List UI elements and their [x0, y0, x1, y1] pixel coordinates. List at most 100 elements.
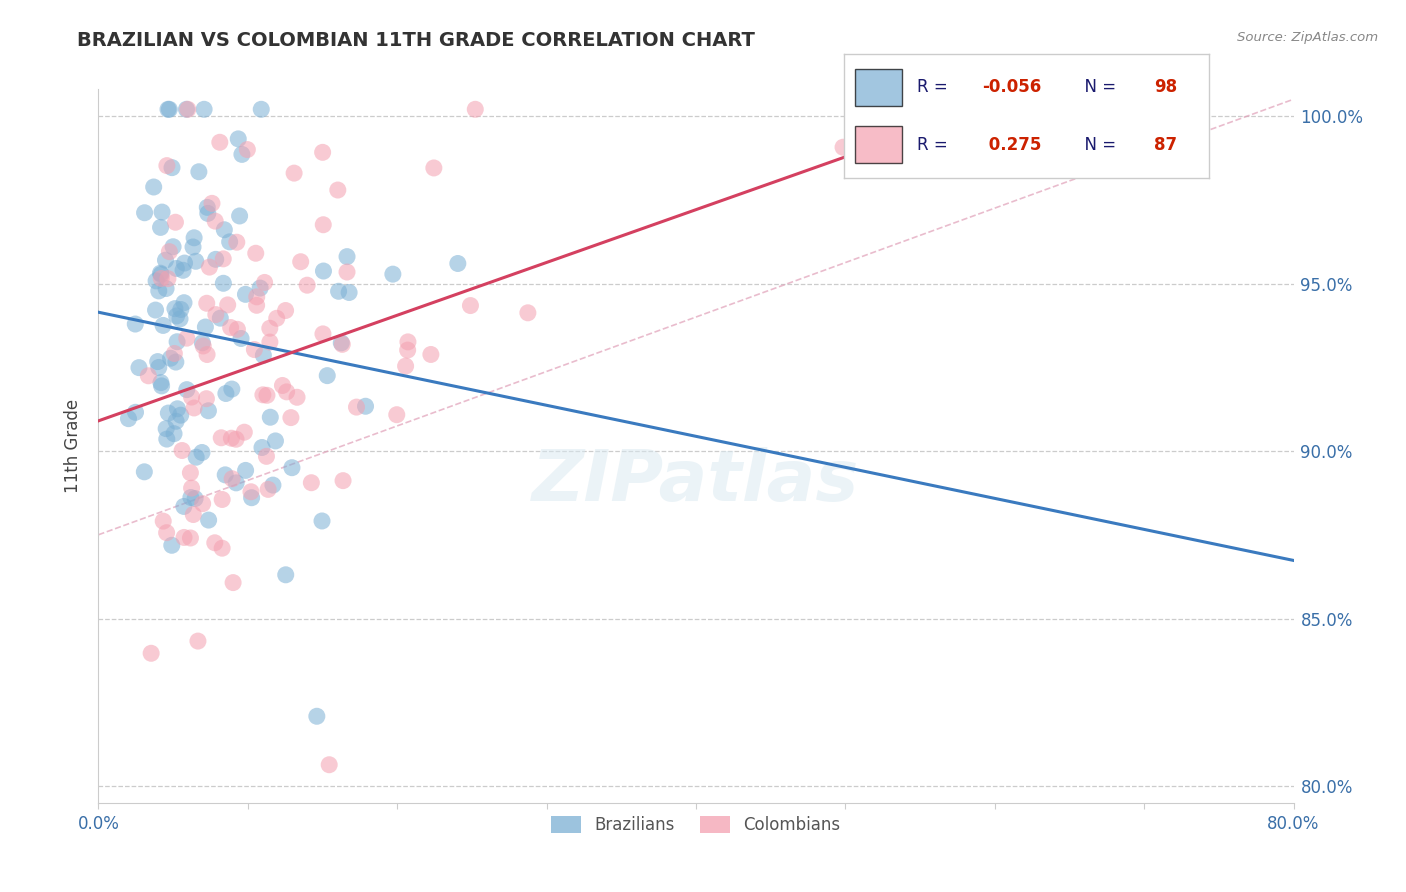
Point	[257, 483, 280, 497]
Point	[271, 378, 294, 392]
Point	[194, 320, 217, 334]
Point	[214, 467, 236, 482]
Point	[243, 343, 266, 357]
Point	[165, 261, 187, 276]
Text: R =: R =	[917, 78, 953, 96]
FancyBboxPatch shape	[855, 69, 903, 106]
Point	[187, 165, 209, 179]
Point	[197, 513, 219, 527]
Point	[464, 103, 486, 117]
Point	[181, 508, 204, 522]
Point	[148, 360, 170, 375]
Point	[173, 531, 195, 545]
Point	[165, 355, 187, 369]
Point	[169, 312, 191, 326]
Y-axis label: 11th Grade: 11th Grade	[65, 399, 83, 493]
Point	[256, 388, 278, 402]
Point	[283, 166, 305, 180]
Point	[149, 266, 172, 280]
Point	[250, 441, 273, 455]
Point	[221, 472, 243, 486]
Point	[221, 382, 243, 396]
Point	[326, 183, 349, 197]
Point	[201, 196, 224, 211]
Text: 98: 98	[1154, 78, 1177, 96]
Point	[163, 346, 186, 360]
Point	[231, 147, 253, 161]
Point	[191, 445, 214, 459]
Point	[197, 206, 219, 220]
Point	[832, 140, 855, 154]
Point	[233, 425, 256, 440]
Point	[166, 401, 188, 416]
Point	[312, 326, 335, 341]
Point	[124, 405, 146, 419]
Point	[211, 492, 233, 507]
Point	[128, 360, 150, 375]
Point	[516, 306, 538, 320]
Point	[170, 302, 193, 317]
Point	[226, 132, 249, 146]
Point	[330, 337, 353, 351]
Point	[337, 285, 360, 300]
Point	[250, 103, 273, 117]
Point	[180, 481, 202, 495]
Point	[218, 235, 240, 249]
Point	[222, 575, 245, 590]
Point	[186, 450, 208, 465]
Point	[138, 368, 160, 383]
Point	[160, 161, 183, 175]
Point	[155, 422, 177, 436]
Text: -0.056: -0.056	[983, 78, 1042, 96]
Point	[219, 320, 242, 334]
Point	[165, 414, 187, 428]
Point	[396, 343, 419, 357]
Point	[229, 331, 252, 345]
Point	[295, 278, 318, 293]
Point	[305, 709, 328, 723]
Point	[209, 431, 232, 445]
Point	[197, 403, 219, 417]
Point	[173, 295, 195, 310]
Point	[259, 321, 281, 335]
Point	[172, 263, 194, 277]
Point	[346, 400, 368, 414]
Point	[235, 463, 257, 477]
Point	[249, 281, 271, 295]
Point	[256, 450, 278, 464]
Point	[148, 284, 170, 298]
Point	[195, 200, 218, 214]
Point	[205, 308, 228, 322]
Point	[246, 290, 269, 304]
Point	[180, 491, 202, 505]
Point	[217, 298, 239, 312]
Point	[225, 235, 247, 250]
Point	[117, 411, 139, 425]
Point	[336, 265, 359, 279]
Point	[285, 390, 308, 404]
Point	[212, 252, 235, 266]
Point	[183, 231, 205, 245]
Point	[245, 246, 267, 260]
Point	[214, 223, 236, 237]
Point	[134, 465, 156, 479]
Point	[259, 334, 281, 349]
Point	[173, 256, 195, 270]
Point	[312, 264, 335, 278]
Point	[281, 460, 304, 475]
Point	[163, 426, 186, 441]
Point	[156, 432, 179, 446]
Point	[240, 491, 263, 505]
Point	[155, 253, 177, 268]
Point	[221, 431, 243, 445]
Point	[396, 334, 419, 349]
Text: R =: R =	[917, 136, 957, 153]
Point	[134, 205, 156, 219]
Point	[236, 143, 259, 157]
Point	[195, 347, 218, 361]
Point	[259, 410, 281, 425]
Point	[280, 410, 302, 425]
Point	[212, 277, 235, 291]
Point	[262, 478, 284, 492]
Point	[150, 205, 173, 219]
